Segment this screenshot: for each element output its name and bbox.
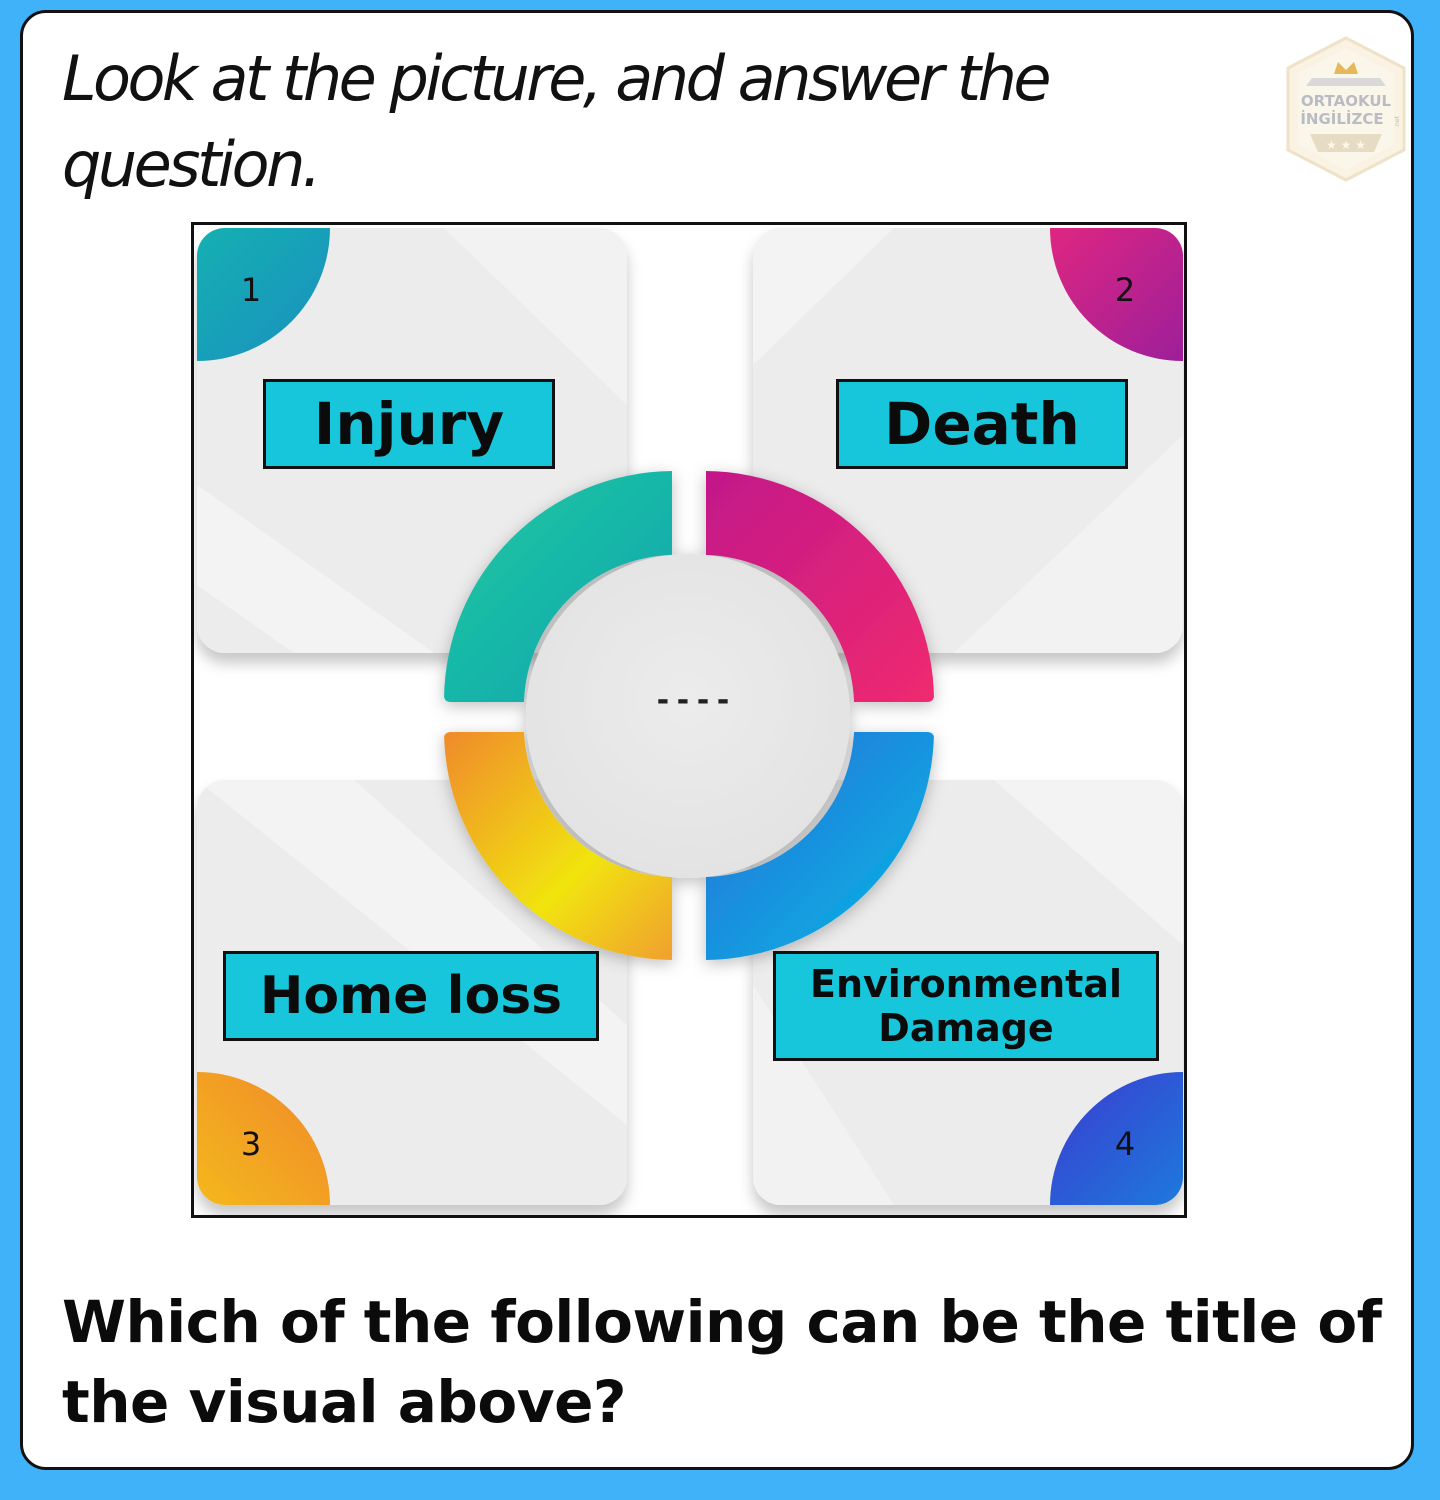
infographic: 1 2 3 4 Injury Death Home loss Environme…	[191, 222, 1187, 1218]
item-1-number: 1	[240, 271, 262, 309]
item-1-label: Injury	[263, 379, 555, 469]
segment-yellow	[444, 732, 672, 960]
corner-1-accent	[197, 228, 330, 361]
infographic-artwork	[197, 228, 1183, 1205]
instruction-text: Look at the picture, and answer the ques…	[62, 42, 1052, 201]
corner-4-accent	[1050, 1072, 1183, 1205]
center-circle	[526, 554, 850, 878]
svg-text:ORTAOKUL: ORTAOKUL	[1301, 92, 1392, 110]
ortaokul-ingilizce-logo: ORTAOKUL İNGİLİZCE .net ★ ★ ★	[1286, 36, 1406, 182]
svg-text:İNGİLİZCE: İNGİLİZCE	[1300, 109, 1383, 128]
svg-text:★ ★ ★: ★ ★ ★	[1326, 138, 1366, 152]
corner-3-accent	[197, 1072, 330, 1205]
item-4-label: Environmental Damage	[773, 951, 1159, 1061]
item-2-number: 2	[1114, 271, 1136, 309]
item-2-label: Death	[836, 379, 1128, 469]
corner-2-accent	[1050, 228, 1183, 361]
item-3-number: 3	[240, 1125, 262, 1163]
center-title-blank: ----	[653, 683, 735, 718]
item-4-number: 4	[1114, 1125, 1136, 1163]
segment-teal	[444, 471, 672, 702]
item-3-label: Home loss	[223, 951, 599, 1041]
segment-blue	[706, 732, 934, 960]
segment-magenta	[706, 471, 934, 702]
svg-text:.net: .net	[1394, 115, 1401, 127]
question-text: Which of the following can be the title …	[62, 1288, 1382, 1436]
